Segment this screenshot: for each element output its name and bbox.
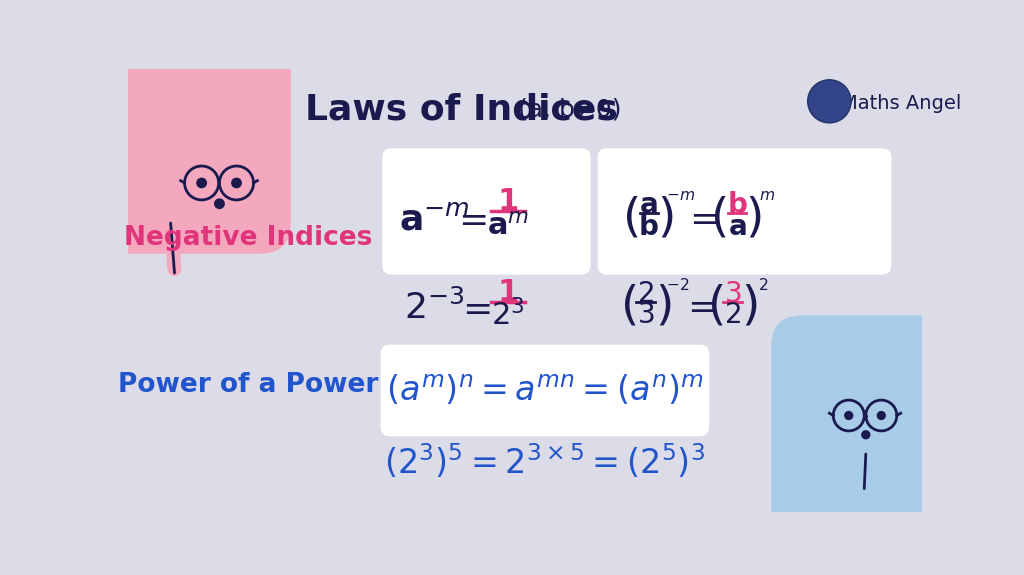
Text: $\mathbf{a}^{-m}$: $\mathbf{a}^{-m}$ [398,202,470,236]
Circle shape [861,430,870,439]
Circle shape [844,411,853,420]
FancyBboxPatch shape [382,148,591,275]
Text: $($: $($ [620,283,636,329]
Text: $)$: $)$ [656,195,673,240]
Text: $^{-2}$: $^{-2}$ [667,279,690,299]
Text: Negative Indices: Negative Indices [124,225,373,251]
Text: $\mathbf{1}$: $\mathbf{1}$ [498,278,518,307]
FancyBboxPatch shape [381,344,710,436]
Text: $($: $($ [708,283,724,329]
Circle shape [214,198,225,209]
Text: $^m$: $^m$ [759,190,775,210]
Text: Laws of Indices: Laws of Indices [305,92,617,126]
Text: $(2^3)^5 = 2^{3\times5} = (2^5)^3$: $(2^3)^5 = 2^{3\times5} = (2^5)^3$ [384,442,706,481]
Circle shape [877,411,886,420]
Text: $)$: $)$ [654,283,671,329]
Text: $\mathbf{b}$: $\mathbf{b}$ [638,213,659,241]
Text: Power of a Power: Power of a Power [118,371,378,398]
Text: $=$: $=$ [680,289,716,323]
Circle shape [231,178,242,189]
FancyBboxPatch shape [771,316,1004,575]
Text: $($: $($ [622,195,639,240]
Text: $\mathbf{a}^m$: $\mathbf{a}^m$ [486,212,528,241]
FancyBboxPatch shape [598,148,891,275]
Text: $=$: $=$ [455,291,490,325]
Text: $)$: $)$ [745,195,762,240]
Text: (a, b≠0): (a, b≠0) [518,97,622,121]
Circle shape [808,80,851,123]
Text: $\mathbf{a}$: $\mathbf{a}$ [639,191,658,219]
Text: $2$: $2$ [637,280,654,308]
Text: $3$: $3$ [724,280,741,308]
Text: $3$: $3$ [637,301,654,329]
Text: $=$: $=$ [452,202,486,236]
Text: $(a^m)^n = a^{mn} = (a^n)^m$: $(a^m)^n = a^{mn} = (a^n)^m$ [386,374,703,408]
Text: $\mathbf{a}$: $\mathbf{a}$ [728,213,746,241]
Text: $=$: $=$ [682,201,718,235]
Text: $^2$: $^2$ [758,279,769,299]
Text: $^{-m}$: $^{-m}$ [666,190,695,210]
Text: Maths Angel: Maths Angel [841,94,962,113]
Text: $)$: $)$ [741,283,758,329]
Text: $($: $($ [711,195,727,240]
Circle shape [197,178,207,189]
Text: $2^3$: $2^3$ [490,299,524,332]
FancyBboxPatch shape [50,0,291,254]
Text: $\mathbf{b}$: $\mathbf{b}$ [727,191,748,219]
Text: $2$: $2$ [724,301,741,329]
Text: $\mathbf{1}$: $\mathbf{1}$ [498,187,518,216]
Text: $2^{-3}$: $2^{-3}$ [403,290,465,326]
